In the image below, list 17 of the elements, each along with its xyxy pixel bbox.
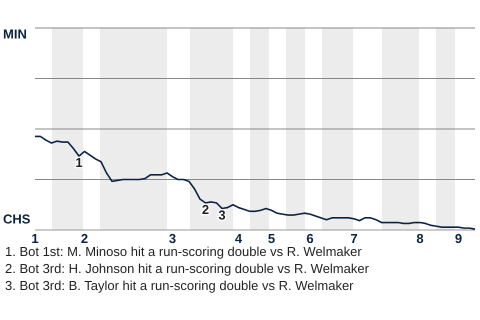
x-tick-label: 4 [234,231,243,246]
annotation: 1 [75,155,83,170]
text: 3. Bot 3rd: B. Taylor hit a run-scoring double vs R. Welmaker [5,278,354,293]
annotation: 3 [218,207,226,222]
x-tick-label: 3 [168,231,176,246]
x-tick-label: 1 [31,231,39,246]
text: MIN [3,26,27,42]
text: CHS [3,212,31,227]
x-tick-label: 7 [350,231,358,246]
x-tick-label: 2 [80,231,88,246]
annotation: 2 [202,202,210,217]
text: 2. Bot 3rd: H. Johnson hit a run-scoring double vs R. Welmaker [5,261,370,276]
x-tick-label: 6 [306,231,314,246]
text: 1. Bot 1st: M. Minoso hit a run-scoring double vs R. Welmaker [5,244,362,259]
x-tick-label: 5 [268,231,276,246]
x-tick-label: 8 [416,231,424,246]
x-tick-label: 9 [454,231,462,246]
